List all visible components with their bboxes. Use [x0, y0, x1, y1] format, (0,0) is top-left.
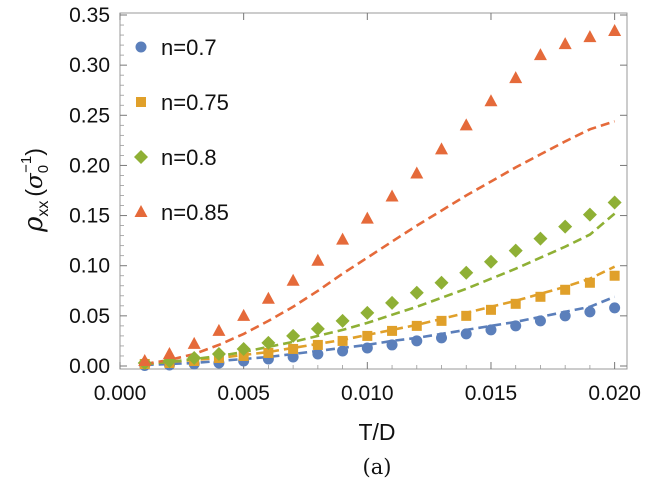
x-tick-label: 0.015	[465, 382, 518, 405]
data-point-series-3	[212, 323, 226, 336]
data-point-series-0	[559, 310, 571, 322]
y-tick-label: 0.15	[69, 205, 110, 228]
data-point-series-0	[287, 351, 299, 363]
x-tick-label: 0.010	[341, 382, 394, 405]
data-point-series-1	[312, 339, 323, 350]
data-point-series-3	[286, 273, 300, 286]
data-point-series-2	[236, 341, 251, 356]
data-point-series-2	[558, 219, 573, 234]
data-point-series-1	[535, 291, 546, 302]
legend-label-2: n=0.8	[161, 145, 217, 170]
data-point-series-2	[607, 195, 622, 210]
data-point-series-2	[187, 350, 202, 365]
data-point-series-1	[461, 310, 472, 321]
plot-frame	[119, 12, 628, 370]
data-point-series-3	[558, 37, 572, 50]
x-tick-label: 0.020	[588, 382, 641, 405]
data-point-series-1	[337, 335, 348, 346]
y-tick-label: 0.10	[69, 255, 110, 278]
data-point-series-2	[286, 328, 301, 343]
legend-label-1: n=0.75	[161, 90, 229, 115]
legend-marker-1	[136, 97, 146, 107]
data-point-series-2	[211, 346, 226, 361]
data-point-series-3	[583, 30, 597, 43]
data-point-series-2	[310, 321, 325, 336]
data-point-series-2	[483, 254, 498, 269]
data-point-series-0	[510, 320, 522, 332]
data-point-series-1	[584, 277, 595, 288]
legend-marker-0	[135, 41, 147, 53]
data-point-series-3	[435, 142, 449, 155]
data-point-series-3	[533, 48, 547, 61]
legend-marker-2	[134, 150, 148, 164]
x-tick-label: 0.005	[217, 382, 270, 405]
data-point-series-2	[459, 265, 474, 280]
x-axis: 0.000 0.005 0.010 0.015 0.020	[94, 13, 641, 405]
data-point-series-2	[409, 285, 424, 300]
data-point-series-2	[533, 231, 548, 246]
data-point-series-1	[263, 347, 274, 358]
data-point-series-0	[312, 348, 324, 360]
y-tick-label: 0.00	[69, 355, 110, 378]
data-point-series-3	[410, 166, 424, 179]
data-point-series-3	[385, 189, 399, 202]
data-point-series-0	[609, 302, 621, 314]
data-point-series-2	[335, 313, 350, 328]
data-point-series-1	[560, 284, 571, 295]
y-axis-label: ρxx(σ0−1)	[18, 148, 52, 233]
data-point-series-3	[162, 346, 176, 359]
data-point-series-0	[337, 345, 349, 357]
data-point-series-3	[484, 94, 498, 107]
data-point-series-0	[485, 324, 497, 336]
legend-marker-3	[134, 205, 148, 217]
data-point-series-0	[584, 306, 596, 318]
data-point-series-0	[436, 332, 448, 344]
data-point-series-1	[238, 350, 249, 361]
legend-label-3: n=0.85	[161, 200, 229, 225]
figure-caption: (a)	[363, 455, 392, 479]
data-point-series-3	[336, 232, 350, 245]
x-tick-label: 0.000	[94, 382, 147, 405]
y-tick-label: 0.20	[69, 154, 110, 177]
data-point-series-2	[261, 335, 276, 350]
data-point-series-1	[411, 320, 422, 331]
data-point-series-2	[508, 243, 523, 258]
data-point-series-1	[362, 330, 373, 341]
data-point-series-2	[434, 275, 449, 290]
data-point-series-3	[187, 336, 201, 349]
data-point-series-3	[509, 71, 523, 84]
data-point-series-1	[387, 325, 398, 336]
y-tick-label: 0.35	[69, 4, 110, 27]
data-point-series-2	[360, 305, 375, 320]
data-point-series-1	[436, 315, 447, 326]
data-point-series-3	[237, 308, 251, 321]
data-point-series-0	[386, 339, 398, 351]
data-point-series-3	[360, 211, 374, 224]
data-point-series-3	[459, 118, 473, 131]
y-tick-label: 0.30	[69, 54, 110, 77]
data-point-series-3	[261, 291, 275, 304]
legend-label-0: n=0.7	[161, 35, 217, 60]
data-point-series-2	[582, 207, 597, 222]
data-point-series-0	[460, 328, 472, 340]
data-point-series-3	[608, 24, 622, 37]
data-point-series-3	[311, 253, 325, 266]
data-point-series-1	[609, 270, 620, 281]
data-points	[137, 24, 622, 371]
fit-line-series-1	[144, 265, 616, 366]
data-point-series-2	[385, 295, 400, 310]
data-point-series-1	[288, 343, 299, 354]
data-point-series-1	[510, 298, 521, 309]
legend: n=0.7 n=0.75 n=0.8 n=0.85	[134, 35, 229, 225]
x-axis-label: T/D	[358, 419, 395, 445]
y-tick-label: 0.05	[69, 305, 110, 328]
y-axis: 0.00 0.05 0.10 0.15 0.20 0.25 0.30 0.35	[69, 4, 627, 378]
y-tick-label: 0.25	[69, 104, 110, 127]
data-point-series-0	[411, 335, 423, 347]
data-point-series-0	[534, 315, 546, 327]
data-point-series-0	[361, 342, 373, 354]
data-point-series-1	[485, 304, 496, 315]
data-point-series-3	[138, 353, 152, 366]
